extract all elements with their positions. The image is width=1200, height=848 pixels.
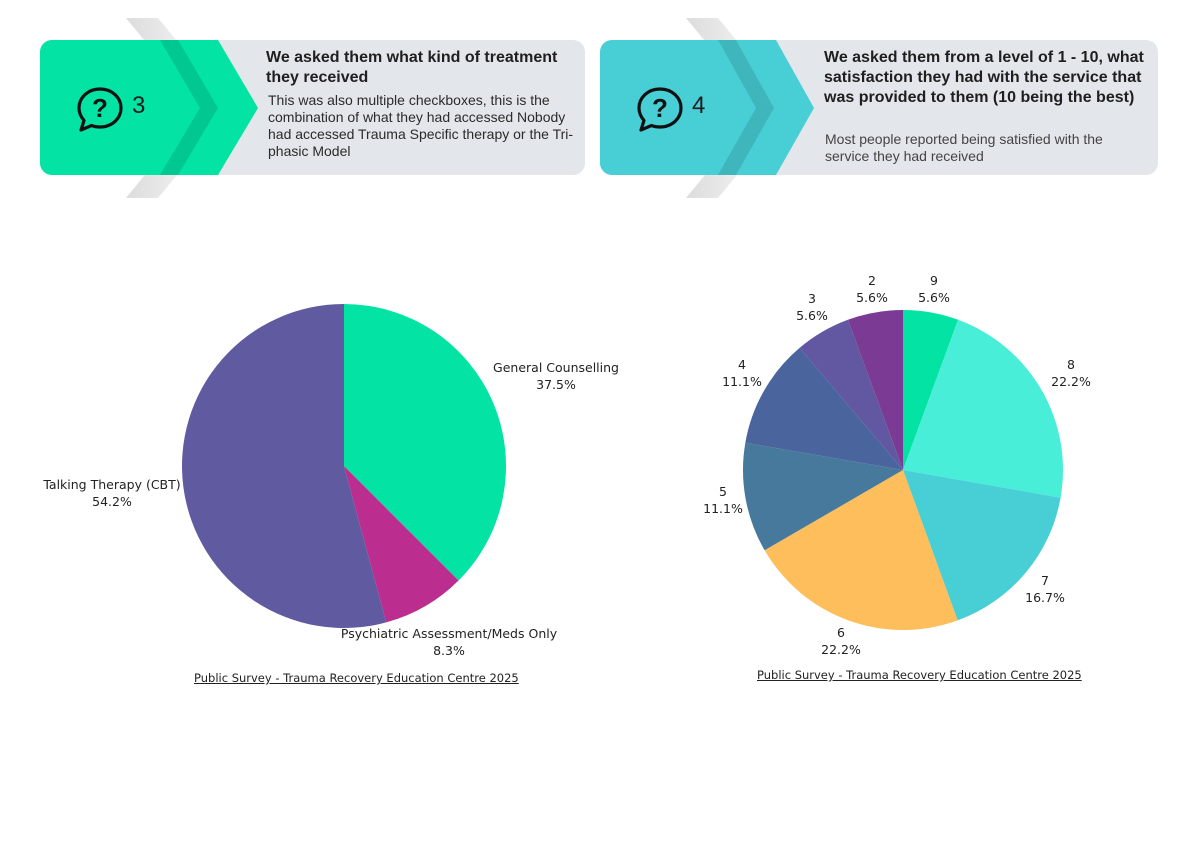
svg-text:?: ? — [92, 93, 108, 123]
slice-label: 2 — [868, 273, 876, 288]
slice-label: 7 — [1041, 573, 1049, 588]
slice-value-label: 16.7% — [1025, 590, 1065, 605]
pie-slice-psychiatric-assessment-meds-only — [344, 466, 459, 623]
slice-value-label: 22.2% — [821, 642, 861, 657]
slice-label: 8 — [1067, 357, 1075, 372]
chevron-badge-shape — [40, 18, 258, 198]
slice-label: 6 — [837, 625, 845, 640]
slice-value-label: 37.5% — [536, 377, 576, 392]
card-title: We asked them what kind of treatment the… — [266, 49, 558, 86]
svg-text:?: ? — [652, 93, 668, 123]
slice-label: 3 — [808, 291, 816, 306]
chart-source-2: Public Survey - Trauma Recovery Educatio… — [757, 668, 1082, 682]
slice-value-label: 5.6% — [918, 290, 950, 305]
pie-slice-general-counselling — [344, 304, 506, 581]
card-description: Most people reported being satisfied wit… — [825, 131, 1103, 164]
pie-slice-3 — [799, 319, 903, 470]
pie-slice-6 — [764, 470, 958, 630]
question-card-4: ? 4 We asked them from a level of 1 - 10… — [600, 18, 1158, 198]
slice-value-label: 54.2% — [92, 494, 132, 509]
slice-label: Talking Therapy (CBT) — [42, 477, 180, 492]
slice-value-label: 11.1% — [703, 501, 743, 516]
pie-slice-9 — [903, 310, 959, 470]
chevron-badge-shape — [600, 18, 814, 198]
question-bubble-icon: ? — [77, 87, 123, 132]
pie-slice-4 — [745, 347, 903, 470]
slice-label: 9 — [930, 273, 938, 288]
card-title: We asked them from a level of 1 - 10, wh… — [824, 49, 1144, 106]
pie-slice-8 — [903, 319, 1063, 498]
question-card-3: ? 3 We asked them what kind of treatment… — [40, 18, 585, 198]
pie-slice-talking-therapy-cbt- — [182, 304, 387, 628]
card-badge: ? 3 — [40, 18, 280, 198]
slice-value-label: 11.1% — [722, 374, 762, 389]
question-number: 4 — [692, 92, 706, 119]
slice-value-label: 5.6% — [796, 308, 828, 323]
card-description: This was also multiple checkboxes, this … — [268, 92, 574, 159]
slice-label: 5 — [719, 484, 727, 499]
question-bubble-icon: ? — [637, 87, 683, 132]
slice-value-label: 22.2% — [1051, 374, 1091, 389]
slice-label: 4 — [738, 357, 746, 372]
question-number: 3 — [132, 92, 146, 119]
slice-label: General Counselling — [493, 360, 619, 375]
slice-value-label: 5.6% — [856, 290, 888, 305]
card-badge: ? 4 — [600, 18, 840, 198]
pie-slice-7 — [903, 470, 1061, 621]
slice-value-label: 8.3% — [433, 643, 465, 658]
slice-label: Psychiatric Assessment/Meds Only — [341, 626, 558, 641]
chart-source-1: Public Survey - Trauma Recovery Educatio… — [194, 671, 519, 685]
pie-slice-5 — [743, 442, 903, 551]
pie-slice-2 — [847, 310, 903, 470]
